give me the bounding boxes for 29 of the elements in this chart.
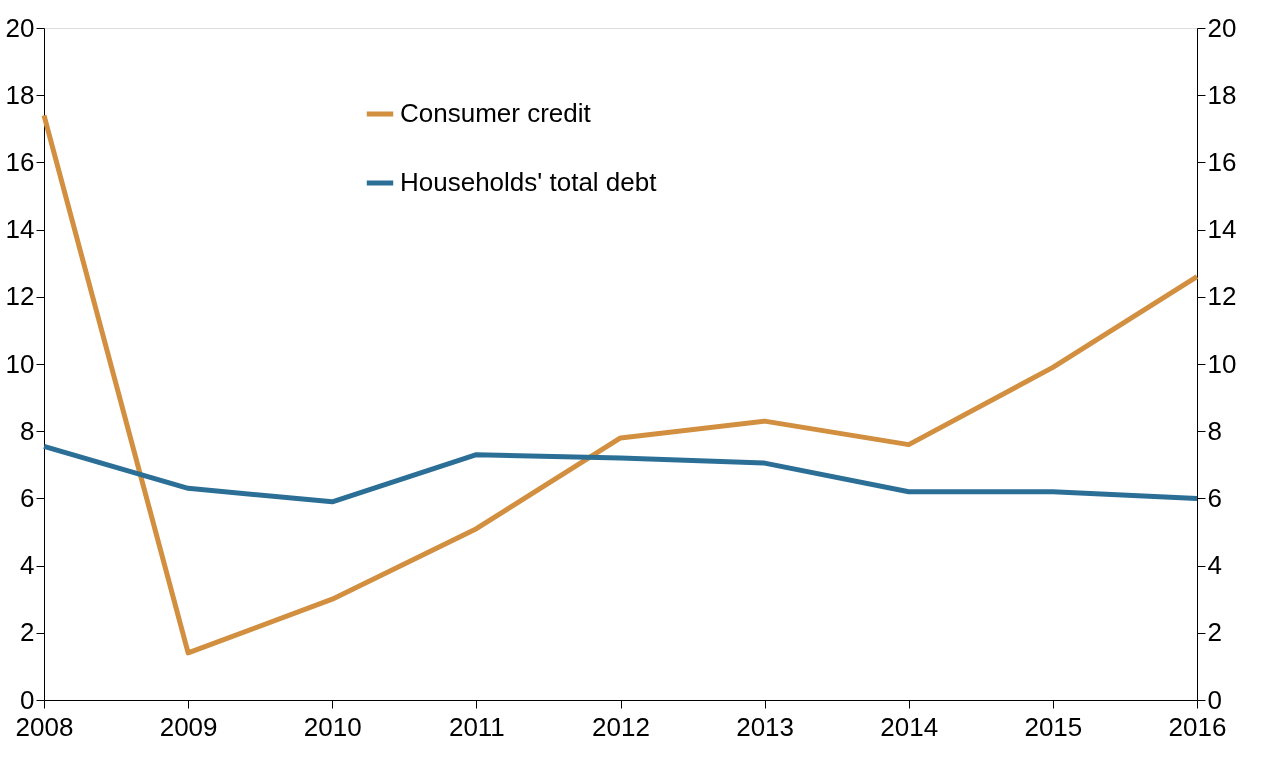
x-tick-label: 2012	[592, 711, 650, 742]
y2-tick-label: 14	[1207, 214, 1237, 245]
x-tick-label: 2013	[736, 711, 795, 742]
y-tick-label: 8	[20, 415, 35, 446]
y2-tick-label: 12	[1207, 281, 1237, 312]
y2-tick-label: 10	[1207, 348, 1237, 379]
y-tick-label: 4	[20, 550, 35, 581]
x-tick-label: 2014	[880, 711, 939, 742]
x-tick-label: 2009	[159, 711, 218, 742]
y-tick-label: 2	[20, 617, 35, 648]
y2-tick-label: 4	[1207, 550, 1222, 581]
legend-label: Households' total debt	[400, 167, 658, 197]
y-tick-label: 16	[5, 146, 35, 177]
y2-tick-label: 8	[1207, 415, 1222, 446]
x-tick-label: 2015	[1024, 711, 1083, 742]
y2-tick-label: 18	[1207, 79, 1237, 110]
y2-tick-label: 16	[1207, 146, 1237, 177]
x-tick-label: 2010	[303, 711, 362, 742]
x-tick-label: 2011	[448, 711, 505, 742]
y-tick-label: 14	[5, 214, 35, 245]
y2-tick-label: 20	[1207, 12, 1237, 43]
y-tick-label: 20	[5, 12, 35, 43]
y-tick-label: 6	[20, 482, 35, 513]
y2-tick-label: 2	[1207, 617, 1222, 648]
legend-label: Consumer credit	[400, 98, 592, 128]
y2-tick-label: 6	[1207, 482, 1222, 513]
y-tick-label: 12	[5, 281, 35, 312]
y-tick-label: 10	[5, 348, 35, 379]
y-tick-label: 18	[5, 79, 35, 110]
